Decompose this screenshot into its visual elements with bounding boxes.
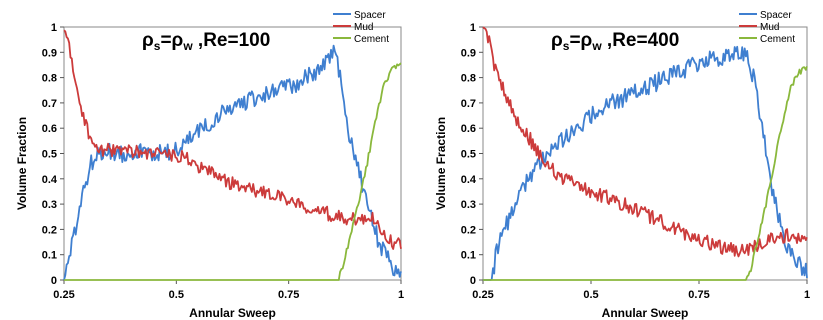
series-line-spacer bbox=[63, 44, 402, 281]
y-tick-label: 0.1 bbox=[42, 250, 57, 262]
y-tick-label: 0.8 bbox=[461, 73, 476, 85]
x-tick-label: 0.25 bbox=[472, 289, 493, 301]
series-line-cement bbox=[483, 66, 808, 281]
y-tick-label: 0.6 bbox=[461, 123, 476, 135]
y-tick-label: 0.2 bbox=[42, 224, 57, 236]
x-tick-label: 0.5 bbox=[583, 289, 598, 301]
series-line-mud bbox=[63, 29, 402, 250]
y-tick-label: 0.7 bbox=[42, 98, 57, 110]
y-tick-label: 0.3 bbox=[461, 199, 476, 211]
y-axis-label: Volume Fraction bbox=[434, 117, 448, 210]
x-tick-label: 0.75 bbox=[278, 289, 299, 301]
x-tick-label: 0.5 bbox=[169, 289, 184, 301]
y-tick-label: 0.4 bbox=[461, 174, 477, 186]
x-axis-label: Annular Sweep bbox=[602, 306, 689, 320]
chart-1: 0 0.1 0.2 0.3 0.4 0.5 0.6 0.7 0.8 0.9 1 0.25 0.5 0.75… bbox=[15, 10, 404, 320]
x-tick-label: 1 bbox=[804, 289, 810, 301]
y-tick-label: 0.1 bbox=[461, 250, 476, 262]
y-axis-label: Volume Fraction bbox=[15, 117, 29, 210]
chart-2: 0 0.1 0.2 0.3 0.4 0.5 0.6 0.7 0.8 0.9 1 0.25 0.5 0.75… bbox=[434, 10, 810, 320]
series-line-spacer bbox=[483, 45, 808, 281]
legend-label: Spacer bbox=[354, 10, 386, 21]
y-tick-label: 0.6 bbox=[42, 123, 57, 135]
y-tick-label: 1 bbox=[470, 22, 476, 34]
y-tick-label: 1 bbox=[51, 22, 57, 34]
x-tick-label: 1 bbox=[398, 289, 404, 301]
series-line-mud bbox=[482, 26, 808, 258]
y-tick-label: 0.9 bbox=[42, 47, 57, 59]
y-tick-label: 0 bbox=[470, 275, 476, 287]
y-tick-label: 0.8 bbox=[42, 73, 57, 85]
x-tick-label: 0.75 bbox=[688, 289, 709, 301]
legend-label: Cement bbox=[354, 34, 389, 45]
series-line-cement bbox=[64, 62, 402, 281]
chart-title: ρs=ρw ,Re=100 bbox=[142, 30, 270, 53]
x-axis-label: Annular Sweep bbox=[189, 306, 276, 320]
legend-label: Mud bbox=[760, 22, 779, 33]
chart-title: ρs=ρw ,Re=400 bbox=[551, 30, 679, 53]
y-tick-label: 0.5 bbox=[42, 149, 57, 161]
legend-label: Mud bbox=[354, 22, 373, 33]
y-tick-label: 0 bbox=[51, 275, 57, 287]
y-tick-label: 0.2 bbox=[461, 224, 476, 236]
y-tick-label: 0.3 bbox=[42, 199, 57, 211]
legend-label: Cement bbox=[760, 34, 795, 45]
y-tick-label: 0.7 bbox=[461, 98, 476, 110]
x-tick-label: 0.25 bbox=[53, 289, 74, 301]
y-tick-label: 0.4 bbox=[42, 174, 58, 186]
y-tick-label: 0.5 bbox=[461, 149, 476, 161]
legend-label: Spacer bbox=[760, 10, 792, 21]
y-tick-label: 0.9 bbox=[461, 47, 476, 59]
